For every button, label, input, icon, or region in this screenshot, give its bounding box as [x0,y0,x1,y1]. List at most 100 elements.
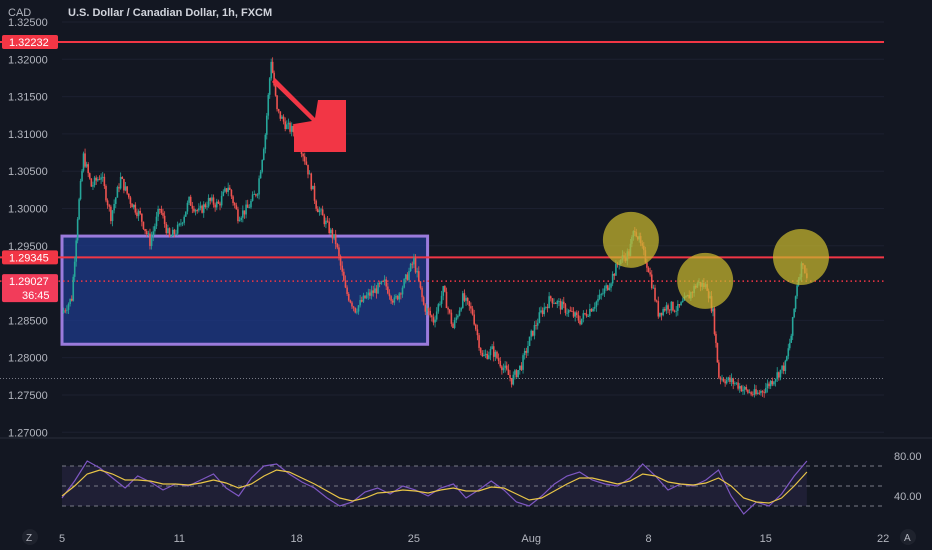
candle-body [251,194,254,201]
candle-body [284,121,286,129]
x-tick-label: 18 [290,533,302,545]
red-arrow-icon[interactable] [272,78,346,152]
candle-body [189,196,192,206]
candle-body [432,317,435,323]
candle-body [750,392,752,395]
candle-body [290,125,293,132]
rsi-tick-label: 40.00 [894,491,922,503]
candle-body [390,296,392,301]
candle-body [672,301,674,311]
candle-body [755,389,757,395]
candle-body [349,300,352,303]
high-price-tag: 1.32232 [9,37,49,49]
highlight-circle[interactable] [602,211,659,268]
candle-body [782,365,785,371]
candle-body [222,191,225,196]
candle-body [452,323,454,328]
candle-body [646,262,648,268]
candle-body [215,201,218,208]
candle-body [788,342,791,349]
candle-body [302,153,304,157]
x-tick-label: Aug [521,533,541,545]
candle-body [730,378,733,382]
rsi-pane: 80.00 40.00 [61,451,922,515]
candle-body [735,382,738,384]
candle-body [553,303,555,304]
horizontal-levels[interactable] [0,40,884,380]
candle-body [608,287,611,290]
candle-body [727,377,730,381]
candle-body [383,279,386,282]
time-axis[interactable]: 5 11 18 25 Aug 8 15 22 [59,533,889,545]
candle-body [313,185,316,201]
candle-body [259,171,262,179]
candle-body [279,111,282,119]
candle-body [732,378,735,384]
candle-body [64,310,67,312]
candle-body [219,203,221,206]
candle-body [793,308,795,318]
candle-body [515,370,518,378]
candle-body [391,300,394,303]
candle-body [76,219,79,241]
candle-body [359,300,361,306]
candle-body [171,229,174,237]
candle-body [465,297,467,301]
auto-scale-icon[interactable]: A [900,529,916,545]
candle-body [167,228,169,234]
candle-body [365,295,368,299]
candle-body [761,390,764,393]
candle-body [551,298,554,304]
candle-body [532,330,534,336]
candle-body [468,301,471,307]
candle-body [264,134,267,150]
candle-body [473,314,475,325]
candle-body [145,231,148,234]
candle-body [250,200,252,208]
candle-body [572,311,575,317]
candle-body [786,356,788,361]
candle-body [188,196,190,203]
candle-body [577,315,580,321]
candle-body [505,365,508,370]
candle-body [129,197,132,204]
candle-body [494,351,497,357]
candle-body [600,293,603,295]
candle-body [769,380,772,387]
candle-body [562,301,565,305]
zone-rectangle[interactable] [60,234,430,346]
candle-body [738,386,741,389]
y-tick-label: 1.30000 [8,203,48,215]
candle-body [346,287,348,294]
candle-body [84,153,86,167]
price-axis[interactable]: 1.32500 1.32000 1.31500 1.31000 1.30500 1.300… [8,17,48,439]
tradingview-logo-icon[interactable]: Z [22,529,38,545]
candle-body [478,335,480,348]
candle-body [78,199,80,220]
highlight-markers[interactable] [602,211,829,309]
candle-body [395,295,397,298]
candle-body [173,229,176,234]
candle-body [719,377,722,380]
highlight-circle[interactable] [677,252,734,309]
candle-body [380,281,383,284]
candle-body [527,346,529,353]
candle-body [66,309,68,311]
candle-body [202,204,205,213]
x-tick-label: 15 [760,533,772,545]
candle-body [413,257,415,265]
candle-body [582,313,585,319]
candle-body [316,208,319,213]
consolidation-zone[interactable] [60,234,430,346]
candle-body [546,306,549,309]
highlight-circle[interactable] [772,228,829,285]
candle-body [75,240,77,262]
candle-body [81,170,83,182]
candle-body [663,309,666,311]
candle-body [665,305,668,311]
candle-body [592,308,594,312]
candle-body [331,229,334,239]
candle-body [525,350,528,353]
candle-body [214,204,216,208]
